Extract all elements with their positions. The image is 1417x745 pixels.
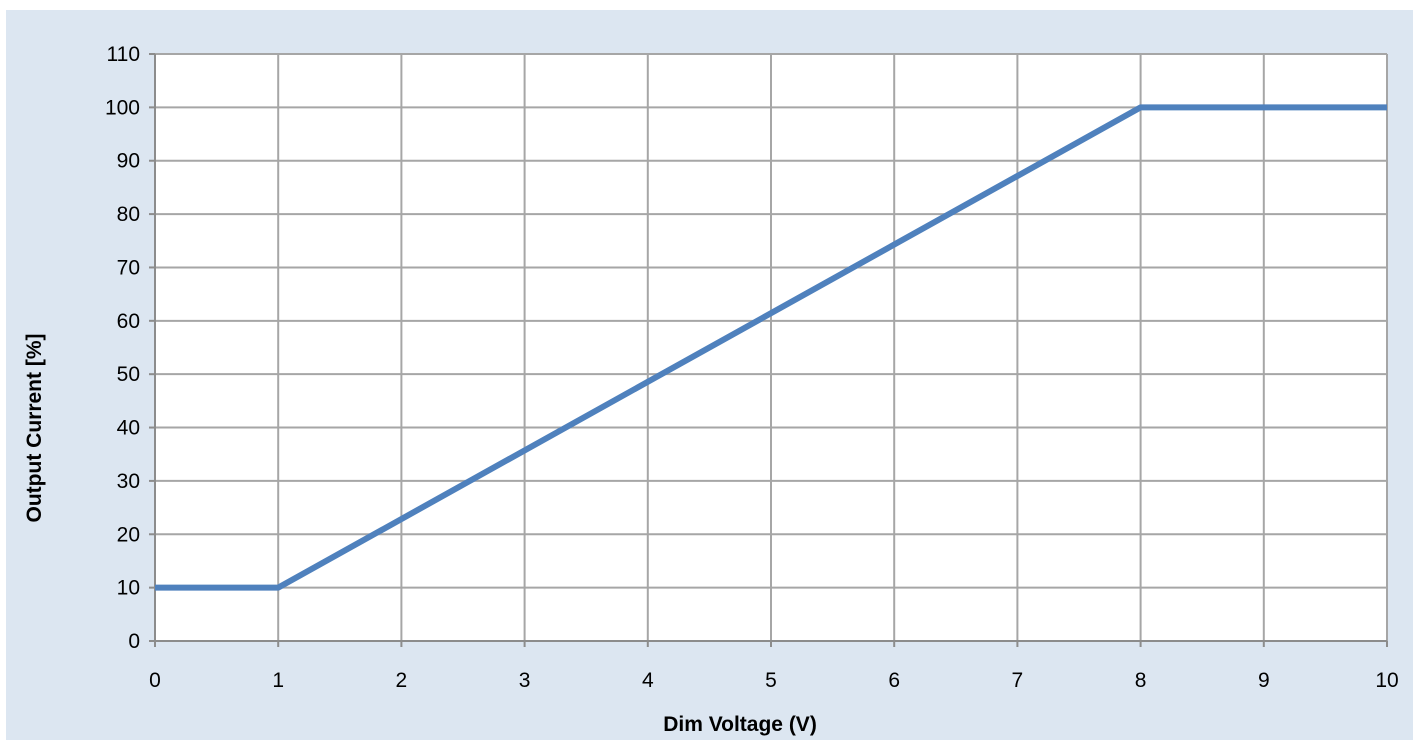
y-axis-title: Output Current [%] bbox=[23, 334, 46, 523]
y-tick-label: 60 bbox=[117, 310, 140, 333]
x-tick-label: 6 bbox=[888, 669, 900, 692]
x-tick-label: 5 bbox=[765, 669, 777, 692]
y-tick-label: 100 bbox=[105, 96, 140, 119]
y-tick-label: 80 bbox=[117, 203, 140, 226]
x-tick-label: 8 bbox=[1135, 669, 1147, 692]
y-tick-label: 40 bbox=[117, 417, 140, 440]
x-tick-label: 9 bbox=[1258, 669, 1270, 692]
x-tick-label: 7 bbox=[1012, 669, 1024, 692]
y-tick-label: 30 bbox=[117, 470, 140, 493]
x-tick-label: 1 bbox=[272, 669, 284, 692]
y-tick-label: 0 bbox=[128, 630, 140, 653]
y-tick-label: 10 bbox=[117, 577, 140, 600]
x-tick-label: 2 bbox=[396, 669, 408, 692]
x-tick-label: 4 bbox=[642, 669, 654, 692]
y-tick-label: 70 bbox=[117, 256, 140, 279]
x-tick-label: 0 bbox=[149, 669, 161, 692]
y-tick-label: 110 bbox=[107, 43, 140, 66]
x-tick-label: 10 bbox=[1375, 669, 1398, 692]
y-tick-label: 50 bbox=[117, 363, 140, 386]
x-axis-title: Dim Voltage (V) bbox=[663, 713, 817, 736]
y-tick-label: 20 bbox=[117, 523, 140, 546]
x-tick-label: 3 bbox=[519, 669, 531, 692]
y-tick-label: 90 bbox=[117, 150, 140, 173]
